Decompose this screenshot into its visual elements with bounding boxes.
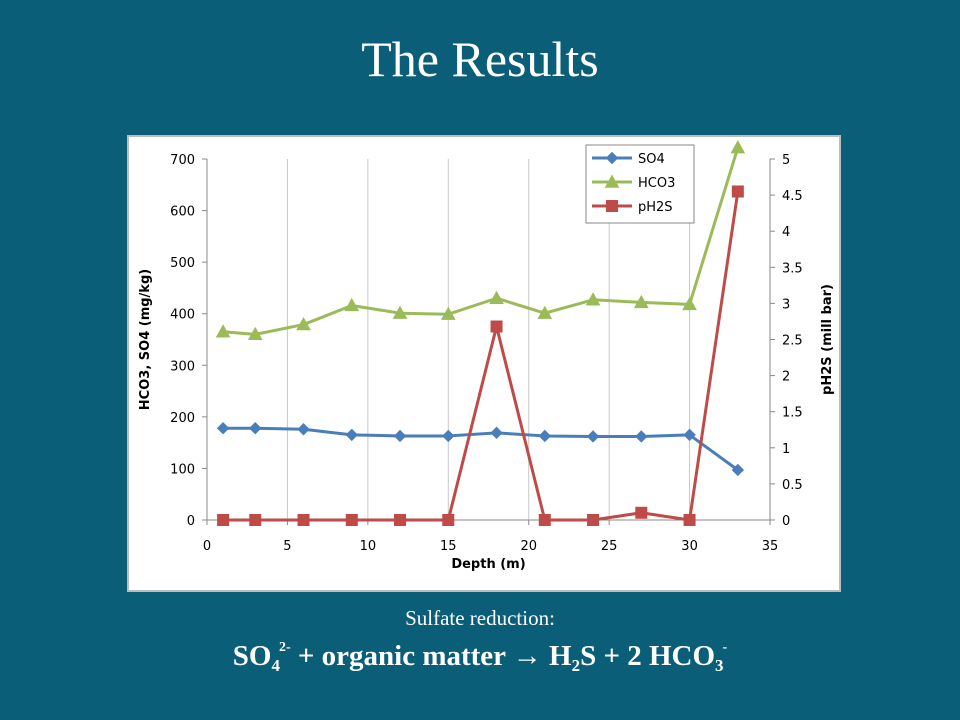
data-point-ph2s [345,514,358,526]
depth-profile-chart: 010020030040050060070000.511.522.533.544… [138,140,835,572]
data-point-ph2s [490,320,503,333]
right-tick-label: 4 [782,225,790,240]
series-line-hco3 [222,147,740,336]
left-tick-label: 0 [187,514,195,529]
caption: Sulfate reduction: [405,606,555,630]
data-point-hco3 [247,326,263,341]
legend-marker-ph2s [606,200,618,212]
right-tick-label: 1.5 [782,406,803,421]
x-tick-label: 10 [360,539,377,554]
data-point-ph2s [297,514,310,526]
data-point-ph2s [635,506,648,519]
series [215,140,746,526]
slide-title: The Results [361,31,599,87]
legend-marker-hco3 [604,174,620,188]
data-point-ph2s [731,185,744,198]
data-point-hco3 [440,306,456,320]
data-point-so4 [586,430,600,443]
data-point-hco3 [344,297,360,312]
data-point-so4 [345,428,358,442]
x-tick-label: 20 [520,539,537,554]
right-tick-label: 0 [782,514,790,529]
right-tick-label: 2.5 [782,334,803,349]
data-point-so4 [297,423,310,436]
data-point-so4 [216,421,230,435]
x-tick-label: 30 [681,539,698,554]
data-point-ph2s [587,514,600,526]
left-tick-label: 700 [170,153,195,168]
legend-label-hco3: HCO3 [638,176,675,191]
series-line-ph2s [223,191,740,522]
data-point-so4 [442,429,455,443]
data-point-so4 [683,428,696,442]
data-point-hco3 [392,305,408,319]
left-tick-label: 500 [170,256,195,271]
equation-hco-superscript: - [722,640,728,655]
data-point-hco3 [730,140,746,154]
data-point-so4 [538,429,552,443]
data-point-hco3 [585,292,601,306]
sulfate-reduction-equation: SO42- + organic matter → H2S + 2 HCO3- [0,640,960,675]
data-point-ph2s [249,514,262,526]
equation-so: SO [232,640,272,672]
legend: SO4 HCO3 pH2S [585,144,695,224]
right-tick-label: 2 [782,370,790,385]
x-tick-label: 5 [283,539,291,554]
equation-middle: + organic matter → H [290,640,572,672]
data-point-ph2s [442,514,455,526]
data-point-hco3 [296,317,311,331]
right-tick-label: 4.5 [782,189,803,204]
data-point-hco3 [682,296,697,311]
data-point-hco3 [537,305,553,319]
data-point-ph2s [217,514,230,526]
axes: 010020030040050060070000.511.522.533.544… [138,153,835,572]
right-tick-label: 3.5 [782,261,803,276]
legend-label-so4: SO4 [638,152,665,167]
left-tick-label: 600 [170,205,195,220]
data-point-hco3 [633,294,649,309]
x-tick-label: 25 [601,539,618,554]
right-axis-title: pH2S (mill bar) [820,284,835,395]
data-point-so4 [393,429,407,443]
legend-marker-so4 [605,151,619,165]
series-line-so4 [223,426,739,472]
right-tick-label: 5 [782,153,790,168]
data-point-so4 [635,430,648,443]
left-tick-label: 100 [170,462,195,477]
x-tick-label: 15 [440,539,457,554]
data-point-hco3 [489,290,504,304]
right-tick-label: 1 [782,442,790,457]
data-point-ph2s [683,514,696,526]
x-tick-label: 35 [762,539,779,554]
data-point-so4 [731,463,745,477]
equation-so-superscript: 2- [278,640,291,655]
left-axis-title: HCO3, SO4 (mg/kg) [138,269,153,410]
equation-hco-subscript: 3 [715,656,724,675]
left-tick-label: 400 [170,308,195,323]
x-tick-label: 0 [203,539,211,554]
data-point-ph2s [538,514,551,526]
data-point-hco3 [215,324,231,338]
left-tick-label: 300 [170,359,195,374]
data-point-ph2s [394,514,407,526]
equation-so-subscript: 4 [271,656,280,675]
data-point-so4 [490,426,503,440]
right-tick-label: 0.5 [782,478,803,493]
right-tick-label: 3 [782,297,790,312]
chart-frame: 0 100 200 300 400 500 600 700 0 0.5 1 1.5 2 2.5 3 3.5 4 4… [127,135,841,592]
data-point-so4 [249,421,262,435]
equation-s-part: S + 2 HCO [580,640,716,672]
legend-label-ph2s: pH2S [638,200,673,215]
left-tick-label: 200 [170,411,195,426]
equation-h-subscript: 2 [571,656,581,675]
x-axis-title: Depth (m) [451,557,525,572]
